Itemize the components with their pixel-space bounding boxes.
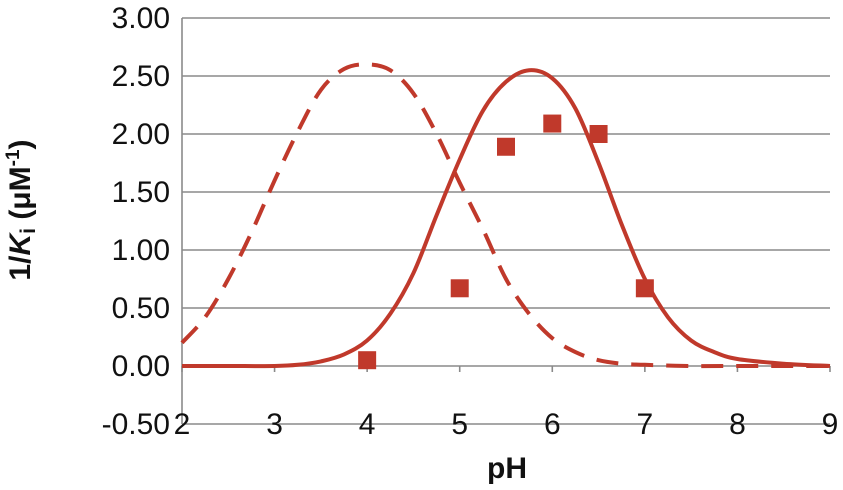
y-tick-label: 0.50 [112,292,170,325]
dashed-fit-curve [180,62,830,369]
x-tick-label: 2 [174,408,191,441]
y-tick-label: -0.50 [102,408,170,441]
x-tick-label: 9 [822,408,839,441]
x-tick-label: 8 [729,408,746,441]
y-tick-label: 3.00 [112,2,170,35]
data-point-marker [543,114,562,133]
y-tick-label: 1.50 [112,176,170,209]
axes [181,18,831,424]
x-tick-labels: 2 3 4 5 6 7 8 9 [174,408,839,441]
y-tick-label: 1.00 [112,234,170,267]
y-tick-label: 2.50 [112,60,170,93]
x-tick-label: 5 [451,408,468,441]
x-tick-label: 7 [637,408,654,441]
solid-fit-curve [182,68,831,369]
data-point-marker [589,125,608,143]
data-point-marker [358,351,377,370]
plot-area [180,62,831,370]
y-tick-label: 2.00 [112,118,170,151]
data-point-marker [497,137,515,156]
data-point-marker [635,279,654,298]
x-tick-label: 3 [266,408,283,441]
grid [182,17,830,425]
y-tick-labels: -0.50 0.00 0.50 1.00 1.50 2.00 2.50 3.00 [102,2,170,441]
x-axis-title: pH [487,452,527,485]
y-tick-label: 0.00 [112,350,170,383]
data-point-marker [450,279,469,298]
x-tick-label: 4 [359,408,376,441]
y-axis-title: 1/Ki (μM-1) [3,139,40,280]
x-tick-label: 6 [544,408,561,441]
